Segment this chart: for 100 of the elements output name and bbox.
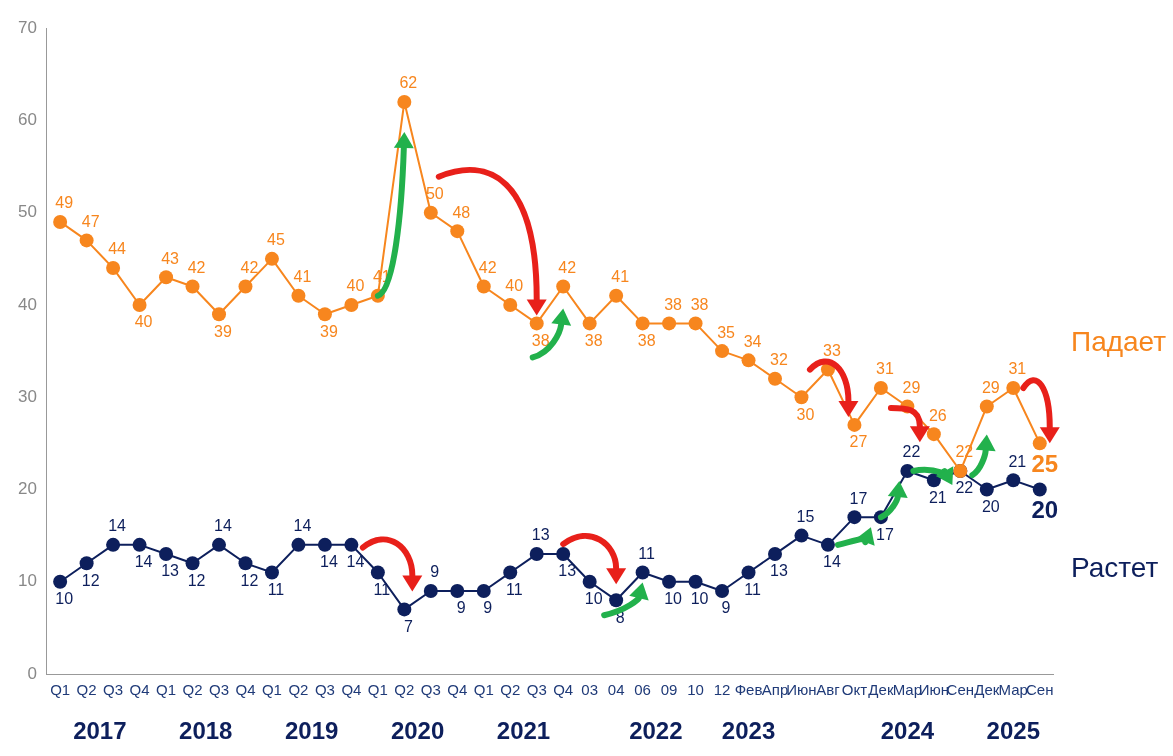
point bbox=[397, 95, 412, 110]
point bbox=[715, 344, 730, 359]
y-tick-label: 20 bbox=[17, 479, 37, 499]
point bbox=[635, 316, 650, 331]
data-label: 9 bbox=[483, 599, 493, 617]
point bbox=[794, 390, 809, 405]
text: 2024 bbox=[880, 716, 935, 744]
data-label: 17 bbox=[876, 525, 894, 543]
data-label: 25 bbox=[1031, 449, 1059, 477]
data-label: 40 bbox=[346, 277, 365, 295]
data-label: 45 bbox=[267, 231, 285, 249]
x-tick-label: Q2 bbox=[394, 681, 415, 699]
data-label: 44 bbox=[108, 240, 127, 258]
data-label: 38 bbox=[637, 331, 656, 349]
data-label: 31 bbox=[876, 360, 894, 378]
point bbox=[1006, 381, 1021, 395]
data-label: 40 bbox=[134, 313, 153, 331]
data-label: 30 bbox=[796, 405, 815, 423]
data-label: 15 bbox=[796, 508, 815, 526]
data-label: 39 bbox=[214, 322, 232, 340]
x-tick-label: Q2 bbox=[288, 681, 309, 699]
data-label: 13 bbox=[531, 526, 550, 544]
y-tick-label: 10 bbox=[17, 571, 37, 591]
data-label: 10 bbox=[584, 590, 603, 608]
point bbox=[503, 297, 518, 312]
x-tick-label: Q2 bbox=[500, 681, 521, 699]
point bbox=[873, 381, 888, 395]
point bbox=[79, 556, 94, 571]
point bbox=[926, 473, 941, 488]
point bbox=[344, 537, 359, 552]
data-label: 11 bbox=[505, 580, 523, 598]
data-label: 14 bbox=[320, 553, 338, 571]
text: 2020 bbox=[390, 716, 445, 744]
data-label: 11 bbox=[638, 544, 656, 562]
point bbox=[450, 583, 465, 598]
x-tick-label: Q3 bbox=[526, 681, 547, 699]
text: 2018 bbox=[179, 716, 233, 744]
y-tick-label: 50 bbox=[17, 202, 37, 222]
point bbox=[609, 288, 624, 303]
x-tick-label: 12 bbox=[713, 681, 731, 699]
point bbox=[582, 316, 597, 331]
point bbox=[688, 316, 703, 331]
data-label: 10 bbox=[690, 590, 709, 608]
data-label: 27 bbox=[849, 433, 868, 451]
data-label: 11 bbox=[744, 580, 761, 598]
x-tick-label: 10 bbox=[687, 681, 704, 699]
data-label: 41 bbox=[611, 268, 630, 286]
point bbox=[291, 537, 306, 552]
point bbox=[794, 528, 809, 543]
x-tick-label: 03 bbox=[581, 681, 599, 699]
point bbox=[79, 233, 94, 248]
point bbox=[106, 537, 121, 552]
point bbox=[979, 482, 994, 497]
text: 2021 bbox=[496, 716, 551, 744]
x-tick-label: Окт bbox=[841, 681, 868, 699]
point bbox=[556, 547, 571, 562]
x-tick-label: Фев bbox=[734, 681, 763, 699]
x-tick-label: 06 bbox=[634, 681, 651, 699]
point bbox=[662, 574, 677, 589]
x-tick-label: Q2 bbox=[182, 681, 203, 699]
data-label: 12 bbox=[240, 571, 259, 589]
data-label: 13 bbox=[161, 562, 180, 580]
data-label: 21 bbox=[1008, 452, 1027, 470]
data-label: 11 bbox=[267, 580, 285, 598]
y-tick-label: 0 bbox=[27, 663, 37, 683]
point bbox=[476, 279, 491, 294]
text: 2019 bbox=[284, 716, 339, 744]
x-tick-label: Q2 bbox=[76, 681, 97, 699]
data-label: 9 bbox=[721, 599, 731, 617]
point bbox=[317, 307, 332, 322]
point bbox=[185, 279, 200, 294]
x-tick-label: Q1 bbox=[261, 681, 282, 699]
data-label: 50 bbox=[425, 185, 444, 203]
x-tick-label: Q4 bbox=[447, 681, 468, 699]
point bbox=[688, 574, 703, 589]
x-tick-label: Сен bbox=[1026, 681, 1054, 699]
point bbox=[291, 288, 306, 303]
point bbox=[529, 547, 544, 562]
data-label: 20 bbox=[981, 497, 1000, 515]
x-tick-label: Q1 bbox=[50, 681, 71, 699]
point bbox=[53, 574, 68, 589]
x-tick-label: Июн bbox=[786, 681, 817, 699]
data-label: 34 bbox=[743, 332, 762, 350]
x-tick-label: Q3 bbox=[209, 681, 230, 699]
data-label: 38 bbox=[690, 295, 709, 313]
x-tick-label: Апр bbox=[761, 681, 789, 699]
data-label: 10 bbox=[664, 590, 683, 608]
x-tick-label: 04 bbox=[607, 681, 625, 699]
x-tick-label: Q1 bbox=[156, 681, 177, 699]
point bbox=[159, 270, 174, 285]
x-tick-label: Q3 bbox=[420, 681, 441, 699]
point bbox=[450, 224, 465, 239]
point bbox=[132, 537, 147, 552]
point bbox=[185, 556, 200, 571]
point bbox=[979, 399, 994, 414]
point bbox=[556, 279, 571, 294]
point bbox=[820, 537, 835, 552]
data-label: 29 bbox=[902, 378, 921, 396]
point bbox=[212, 307, 226, 322]
x-tick-label: Дек bbox=[868, 681, 894, 699]
